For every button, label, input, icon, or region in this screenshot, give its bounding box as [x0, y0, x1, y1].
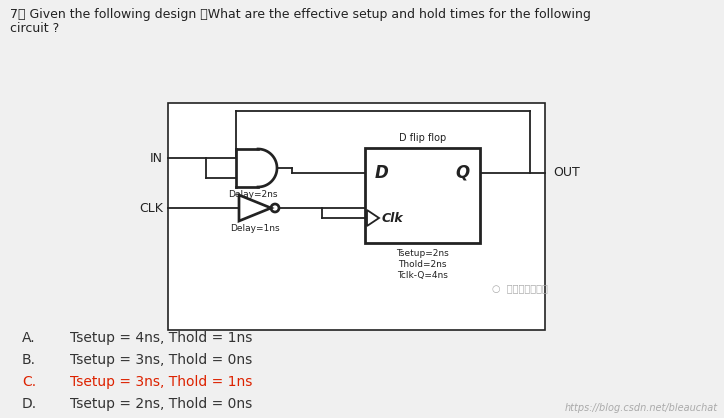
Text: https://blog.csdn.net/bleauchat: https://blog.csdn.net/bleauchat: [565, 403, 718, 413]
Text: Thold=2ns: Thold=2ns: [398, 260, 447, 269]
Bar: [168, 103, 545, 330]
Text: ○  数字芯片实验室: ○ 数字芯片实验室: [492, 283, 548, 293]
Text: Tclk-Q=4ns: Tclk-Q=4ns: [397, 271, 448, 280]
Text: OUT: OUT: [553, 166, 580, 179]
Text: Q: Q: [456, 164, 470, 182]
Text: D.: D.: [22, 397, 37, 411]
Text: Delay=1ns: Delay=1ns: [230, 224, 279, 233]
Text: Tsetup = 3ns, Thold = 1ns: Tsetup = 3ns, Thold = 1ns: [70, 375, 253, 389]
Text: Tsetup=2ns: Tsetup=2ns: [396, 249, 449, 258]
Text: Delay=2ns: Delay=2ns: [228, 190, 278, 199]
Text: A.: A.: [22, 331, 35, 345]
Text: C.: C.: [22, 375, 36, 389]
Text: circuit ?: circuit ?: [10, 22, 59, 35]
Text: 7、 Given the following design ，What are the effective setup and hold times for t: 7、 Given the following design ，What are …: [10, 8, 591, 21]
Text: IN: IN: [150, 151, 163, 165]
Bar: [365, 148, 480, 243]
Text: B.: B.: [22, 353, 36, 367]
Text: D flip flop: D flip flop: [399, 133, 446, 143]
Text: Clk: Clk: [382, 212, 404, 224]
Text: Tsetup = 4ns, Thold = 1ns: Tsetup = 4ns, Thold = 1ns: [70, 331, 253, 345]
Text: D: D: [375, 164, 389, 182]
Text: CLK: CLK: [139, 201, 163, 214]
Text: Tsetup = 2ns, Thold = 0ns: Tsetup = 2ns, Thold = 0ns: [70, 397, 252, 411]
Text: Tsetup = 3ns, Thold = 0ns: Tsetup = 3ns, Thold = 0ns: [70, 353, 252, 367]
